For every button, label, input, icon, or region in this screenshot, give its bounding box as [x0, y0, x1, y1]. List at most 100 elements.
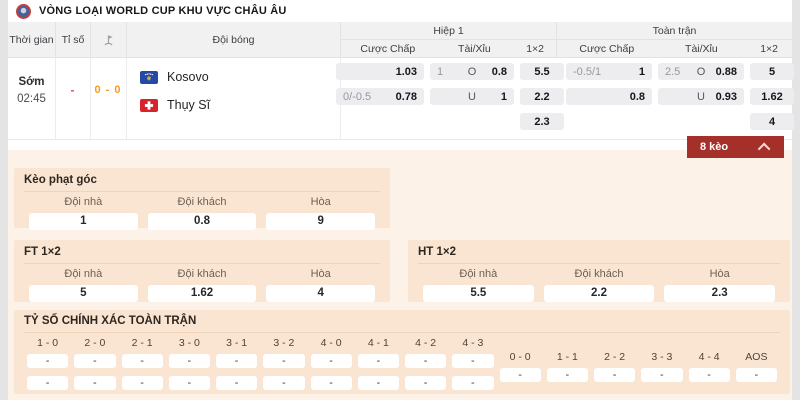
- group-h1-label: Hiệp 1: [341, 22, 556, 40]
- score-odds-cell[interactable]: -: [452, 354, 494, 368]
- match-row: Sớm 02:45 - 0 - 0 Kosovo Thụy Sĩ 1.03: [8, 58, 794, 140]
- corner-odds-panel: Kèo phạt góc Đội nhà 1 Đội khách 0.8 Hòa…: [14, 168, 390, 230]
- ht-draw-odds[interactable]: 2.3: [664, 285, 776, 302]
- corner-flag-icon: [90, 22, 126, 58]
- h1-under-odds: 1: [500, 90, 507, 103]
- corner-home-odds[interactable]: 1: [29, 213, 138, 230]
- match-time-cell: Sớm 02:45: [8, 66, 55, 114]
- ft-under-label: U: [697, 90, 705, 103]
- corner-score: 0 - 0: [94, 84, 122, 96]
- subcol-ft-1x2: 1×2: [760, 43, 779, 55]
- score-odds-cell[interactable]: -: [594, 368, 636, 382]
- ft-away-odds[interactable]: 1.62: [147, 285, 257, 302]
- score-odds-cell[interactable]: -: [357, 376, 399, 390]
- score-odds-cell[interactable]: -: [216, 376, 258, 390]
- corner-score-cell: 0 - 0: [90, 82, 126, 98]
- odds-table-header: Thời gian Tỉ số Đội bóng Hiệp 1 Cược Chấ…: [8, 22, 792, 58]
- h1-handicap-odds-1: 1.03: [395, 65, 417, 78]
- group-header-ft: Toàn trận Cược Chấp Tài/Xỉu 1×2: [556, 22, 792, 58]
- odds-cell-ft-ou-under[interactable]: U 0.93: [658, 88, 744, 105]
- subcol-ft-handicap: Cược Chấp: [579, 43, 635, 55]
- score-col-aos: AOS -: [733, 337, 780, 390]
- score-odds-cell[interactable]: -: [310, 376, 352, 390]
- score-odds-cell[interactable]: -: [27, 376, 69, 390]
- ft-handicap-line-1: -0.5/1: [573, 65, 602, 78]
- score-odds-cell[interactable]: -: [405, 376, 447, 390]
- col-header-team: Đội bóng: [126, 22, 340, 58]
- score-odds-cell[interactable]: -: [357, 354, 399, 368]
- corner-panel-title: Kèo phạt góc: [24, 174, 380, 192]
- col-header-score: Tỉ số: [55, 22, 90, 58]
- score-col-4-0: 4 - 0 - -: [308, 337, 355, 390]
- score-col-2-1: 2 - 1 - -: [119, 337, 166, 390]
- score-odds-cell[interactable]: -: [546, 368, 588, 382]
- odds-cell-h1-1x2-home[interactable]: 5.5: [520, 63, 564, 80]
- score-col-3-2: 3 - 2 - -: [260, 337, 307, 390]
- col-header-time: Thời gian: [9, 34, 54, 46]
- odds-cell-h1-1x2-draw[interactable]: 2.3: [520, 113, 564, 130]
- score-odds-cell[interactable]: -: [74, 354, 116, 368]
- score-odds-cell[interactable]: -: [216, 354, 258, 368]
- kosovo-flag-icon: [140, 70, 158, 84]
- expand-odds-bar[interactable]: 8 kèo: [687, 136, 784, 158]
- score-odds-cell[interactable]: -: [688, 368, 730, 382]
- match-time-label: Sớm: [18, 75, 45, 88]
- odds-cell-h1-ou-over[interactable]: 1 O 0.8: [430, 63, 514, 80]
- score-col-0-0: 0 - 0 -: [497, 337, 544, 390]
- score-col-2-2: 2 - 2 -: [591, 337, 638, 390]
- odds-cell-ft-handicap-2[interactable]: 0.8: [566, 88, 652, 105]
- odds-cell-ft-1x2-draw[interactable]: 4: [750, 113, 794, 130]
- score-col-4-1: 4 - 1 - -: [355, 337, 402, 390]
- odds-cell-h1-ou-under[interactable]: U 1: [430, 88, 514, 105]
- score-odds-cell[interactable]: -: [263, 376, 305, 390]
- h1-under-label: U: [468, 90, 476, 103]
- score-odds-cell[interactable]: -: [121, 376, 163, 390]
- group-header-h1: Hiệp 1 Cược Chấp Tài/Xỉu 1×2: [340, 22, 556, 58]
- odds-cell-h1-handicap-2[interactable]: 0/-0.5 0.78: [336, 88, 424, 105]
- subcol-h1-1x2: 1×2: [526, 43, 544, 55]
- odds-cell-ft-1x2-home[interactable]: 5: [750, 63, 794, 80]
- score-odds-cell[interactable]: -: [27, 354, 69, 368]
- ft-over-label: O: [696, 65, 706, 78]
- score-odds-cell[interactable]: -: [121, 354, 163, 368]
- odds-cell-ft-ou-over[interactable]: 2.5 O 0.88: [658, 63, 744, 80]
- score-col-4-2: 4 - 2 - -: [402, 337, 449, 390]
- ft-handicap-odds-2: 0.8: [629, 90, 645, 103]
- ht-home-label: Đội nhà: [459, 268, 498, 280]
- odds-cell-h1-handicap-1[interactable]: 1.03: [336, 63, 424, 80]
- score-odds-cell[interactable]: -: [735, 368, 777, 382]
- corner-away-odds[interactable]: 0.8: [147, 213, 257, 230]
- score-odds-cell[interactable]: -: [263, 354, 305, 368]
- match-score: -: [70, 83, 75, 97]
- ht-away-label: Đội khách: [574, 268, 624, 280]
- ft-away-label: Đội khách: [177, 268, 227, 280]
- odds-cell-ft-handicap-1[interactable]: -0.5/1 1: [566, 63, 652, 80]
- score-odds-cell[interactable]: -: [310, 354, 352, 368]
- score-odds-cell[interactable]: -: [168, 354, 210, 368]
- score-col-4-4: 4 - 4 -: [686, 337, 733, 390]
- score-odds-cell[interactable]: -: [168, 376, 210, 390]
- score-odds-cell[interactable]: -: [452, 376, 494, 390]
- home-team-name: Kosovo: [167, 70, 209, 84]
- ht-away-odds[interactable]: 2.2: [543, 285, 655, 302]
- league-title: VÒNG LOẠI WORLD CUP KHU VỰC CHÂU ÂU: [39, 5, 287, 17]
- away-team-row[interactable]: Thụy Sĩ: [140, 98, 210, 112]
- switzerland-flag-icon: [140, 98, 158, 112]
- corner-draw-odds[interactable]: 9: [266, 213, 376, 230]
- ft-home-odds[interactable]: 5: [29, 285, 138, 302]
- score-odds-cell[interactable]: -: [405, 354, 447, 368]
- ht-home-odds[interactable]: 5.5: [423, 285, 534, 302]
- odds-cell-ft-1x2-away[interactable]: 1.62: [750, 88, 794, 105]
- group-ft-label: Toàn trận: [557, 22, 792, 40]
- ht-1x2-panel: HT 1×2 Đội nhà 5.5 Đội khách 2.2 Hòa 2.3: [408, 240, 790, 302]
- league-header: VÒNG LOẠI WORLD CUP KHU VỰC CHÂU ÂU: [8, 0, 792, 22]
- ft-draw-odds[interactable]: 4: [266, 285, 376, 302]
- score-odds-cell[interactable]: -: [74, 376, 116, 390]
- score-odds-cell[interactable]: -: [641, 368, 683, 382]
- odds-cell-h1-1x2-away[interactable]: 2.2: [520, 88, 564, 105]
- home-team-row[interactable]: Kosovo: [140, 70, 209, 84]
- h1-over-odds: 0.8: [491, 65, 507, 78]
- h1-handicap-line-2: 0/-0.5: [343, 90, 372, 103]
- score-col-4-3: 4 - 3 - -: [449, 337, 496, 390]
- score-odds-cell[interactable]: -: [499, 368, 541, 382]
